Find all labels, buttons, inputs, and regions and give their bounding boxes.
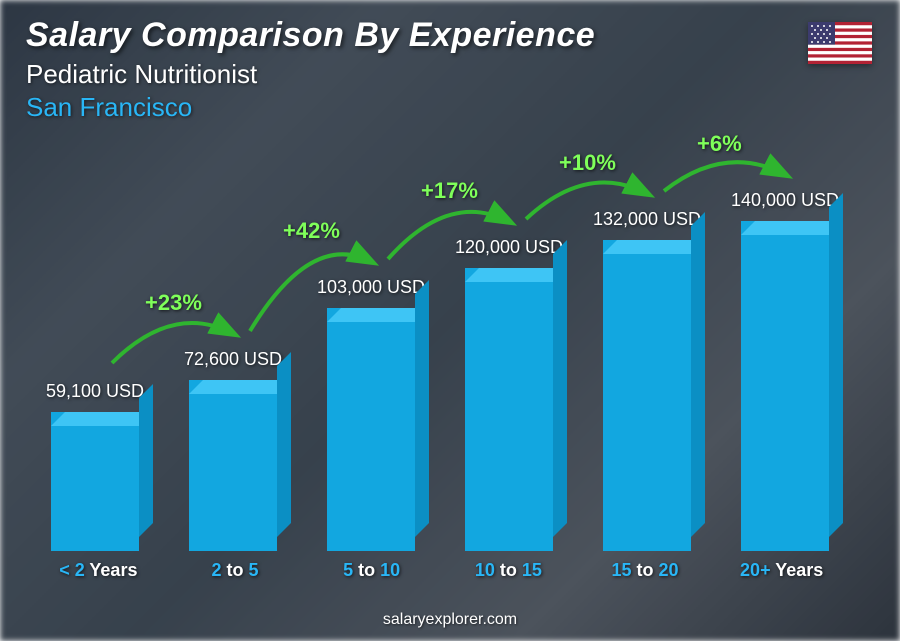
bar-value-label: 120,000 USD bbox=[455, 237, 563, 258]
x-axis-labels: < 2 Years2 to 55 to 1010 to 1515 to 2020… bbox=[30, 560, 850, 581]
bar-value-label: 103,000 USD bbox=[317, 277, 425, 298]
x-label-3: 10 to 15 bbox=[440, 560, 577, 581]
bar-2: 103,000 USD bbox=[306, 150, 436, 551]
bar-3d bbox=[741, 221, 829, 551]
chart-title: Salary Comparison By Experience bbox=[26, 16, 595, 55]
x-label-5: 20+ Years bbox=[713, 560, 850, 581]
bar-3: 120,000 USD bbox=[444, 150, 574, 551]
chart-subtitle: Pediatric Nutritionist bbox=[26, 59, 595, 90]
bar-value-label: 132,000 USD bbox=[593, 209, 701, 230]
x-label-1: 2 to 5 bbox=[167, 560, 304, 581]
bar-value-label: 72,600 USD bbox=[184, 349, 282, 370]
bar-3d bbox=[189, 380, 277, 551]
bar-value-label: 59,100 USD bbox=[46, 381, 144, 402]
bar-3d bbox=[327, 308, 415, 551]
bar-3d bbox=[603, 240, 691, 551]
bar-chart: 59,100 USD 72,600 USD 103,000 USD 120,000 U… bbox=[30, 150, 850, 581]
usa-flag-icon bbox=[808, 22, 872, 64]
x-label-2: 5 to 10 bbox=[303, 560, 440, 581]
bar-0: 59,100 USD bbox=[30, 150, 160, 551]
footer-attribution: salaryexplorer.com bbox=[0, 611, 900, 629]
infographic-stage: Salary Comparison By Experience Pediatri… bbox=[0, 0, 900, 641]
x-label-4: 15 to 20 bbox=[577, 560, 714, 581]
bar-1: 72,600 USD bbox=[168, 150, 298, 551]
header-block: Salary Comparison By Experience Pediatri… bbox=[26, 16, 595, 123]
bar-value-label: 140,000 USD bbox=[731, 190, 839, 211]
bar-3d bbox=[51, 412, 139, 551]
bar-3d bbox=[465, 268, 553, 551]
bar-5: 140,000 USD bbox=[720, 150, 850, 551]
x-label-0: < 2 Years bbox=[30, 560, 167, 581]
bars-container: 59,100 USD 72,600 USD 103,000 USD 120,000 U… bbox=[30, 150, 850, 551]
bar-4: 132,000 USD bbox=[582, 150, 712, 551]
chart-location: San Francisco bbox=[26, 92, 595, 123]
